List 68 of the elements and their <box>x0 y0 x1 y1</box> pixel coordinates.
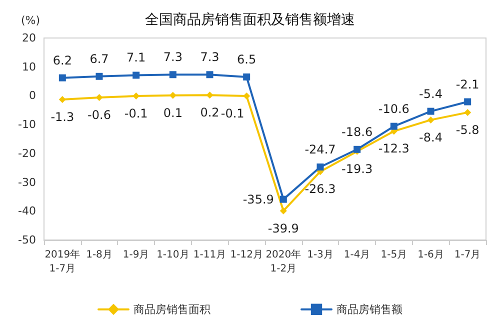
legend-label: 商品房销售面积 <box>134 302 210 316</box>
x-tick-label: 1-7月 <box>454 250 481 260</box>
x-tick-label: 1-5月 <box>380 250 408 260</box>
point <box>58 74 66 82</box>
data-label: 6.7 <box>90 52 109 66</box>
x-tick-label: 1-8月 <box>86 250 112 260</box>
point <box>427 116 434 124</box>
data-label: -2.1 <box>456 77 480 92</box>
data-label: 0.2 <box>200 106 220 120</box>
point <box>96 72 103 80</box>
y-tick-label: -10 <box>18 118 36 132</box>
point <box>390 122 398 130</box>
point <box>206 71 214 78</box>
legend-label: 商品房销售额 <box>336 302 402 316</box>
point <box>132 72 140 79</box>
y-axis-title: (%) <box>20 14 40 27</box>
x-tick-label: 1-9月 <box>122 250 150 260</box>
y-tick-label: -50 <box>18 234 36 246</box>
point <box>464 108 472 116</box>
data-label: -5.8 <box>456 122 480 137</box>
data-label: -18.6 <box>342 124 373 139</box>
data-label: -24.7 <box>304 142 336 156</box>
data-label: -19.3 <box>342 162 373 176</box>
y-tick-label: -20 <box>18 146 36 160</box>
x-tick-label: 1-3月 <box>307 250 334 260</box>
x-tick-label: 2020年 1-2月 <box>266 248 302 274</box>
point <box>280 196 287 203</box>
data-label: 6.2 <box>52 53 72 68</box>
x-tick-label: 2019年 1-7月 <box>44 248 80 274</box>
y-tick-label: 20 <box>22 32 36 44</box>
data-label: -12.3 <box>378 142 410 156</box>
data-label: -1.3 <box>50 110 74 124</box>
y-tick-label: 10 <box>22 60 36 74</box>
point <box>169 71 176 78</box>
point <box>169 92 176 99</box>
data-label: -0.1 <box>124 106 148 121</box>
data-label: 0.1 <box>163 106 182 120</box>
data-label: 7.3 <box>163 50 182 64</box>
y-tick-label: -40 <box>18 204 36 218</box>
data-label: -8.4 <box>419 130 442 144</box>
data-label: 7.1 <box>126 50 146 65</box>
data-label: 6.5 <box>237 52 256 66</box>
point <box>243 73 250 80</box>
x-tick-label: 1-11月 <box>193 250 226 260</box>
point <box>132 92 140 100</box>
point <box>243 92 250 100</box>
data-label: 7.3 <box>200 50 220 64</box>
point <box>58 96 66 103</box>
y-tick-label: 0 <box>29 89 36 102</box>
x-tick-label: 1-4月 <box>344 250 370 260</box>
point <box>427 108 434 115</box>
data-label: -35.9 <box>242 192 274 206</box>
point <box>96 94 103 101</box>
y-tick-label: -30 <box>18 176 36 189</box>
point <box>464 98 472 106</box>
x-tick-label: 1-12月 <box>230 250 263 260</box>
x-tick-label: 1-10月 <box>156 250 190 260</box>
point <box>316 163 324 170</box>
data-label: -0.1 <box>220 106 244 121</box>
point <box>206 92 214 99</box>
data-label: -10.6 <box>378 102 410 116</box>
x-tick-label: 1-6月 <box>418 250 444 260</box>
data-label: -0.6 <box>88 108 111 122</box>
point <box>280 207 287 214</box>
chart-title: 全国商品房销售面积及销售额增速 <box>145 12 355 28</box>
data-label: -5.4 <box>419 86 442 101</box>
data-label: -39.9 <box>268 221 299 236</box>
data-label: -26.3 <box>304 182 336 196</box>
